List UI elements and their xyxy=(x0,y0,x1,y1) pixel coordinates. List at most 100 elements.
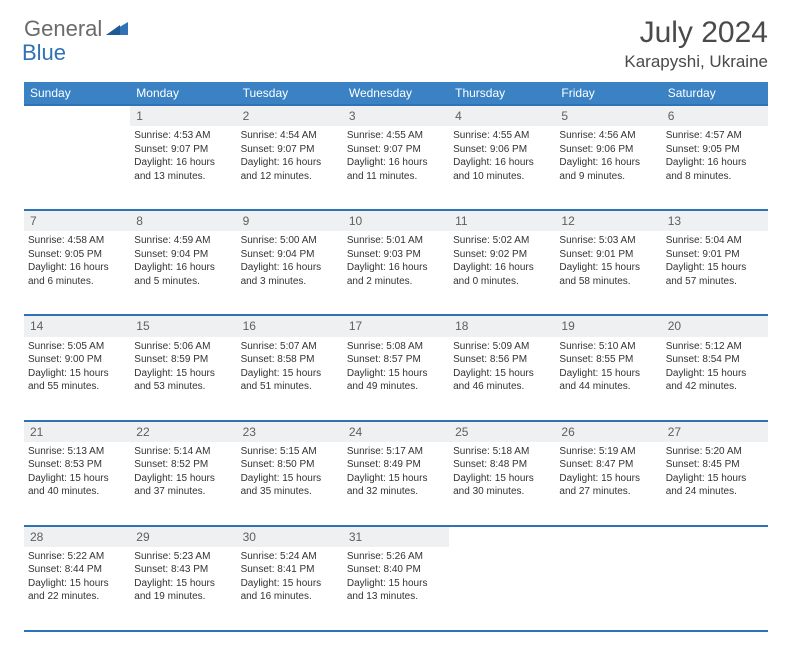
day-set: Sunset: 8:54 PM xyxy=(666,353,764,367)
day-cell: Sunrise: 5:26 AMSunset: 8:40 PMDaylight:… xyxy=(343,547,449,631)
day-dl1: Daylight: 15 hours xyxy=(347,472,445,486)
day-dl2: and 35 minutes. xyxy=(241,485,339,499)
weekday-thursday: Thursday xyxy=(449,82,555,105)
day-dl2: and 22 minutes. xyxy=(28,590,126,604)
day-set: Sunset: 8:50 PM xyxy=(241,458,339,472)
day-set: Sunset: 8:41 PM xyxy=(241,563,339,577)
day-dl1: Daylight: 15 hours xyxy=(453,472,551,486)
day-dl2: and 6 minutes. xyxy=(28,275,126,289)
day-number: 19 xyxy=(555,315,661,336)
day-dl1: Daylight: 15 hours xyxy=(559,367,657,381)
day-number: 23 xyxy=(237,421,343,442)
title-block: July 2024 Karapyshi, Ukraine xyxy=(624,16,768,72)
day-cell: Sunrise: 5:18 AMSunset: 8:48 PMDaylight:… xyxy=(449,442,555,526)
day-cell xyxy=(449,547,555,631)
day-number: 7 xyxy=(24,210,130,231)
day-dl1: Daylight: 16 hours xyxy=(347,156,445,170)
day-dl2: and 42 minutes. xyxy=(666,380,764,394)
day-set: Sunset: 9:03 PM xyxy=(347,248,445,262)
day-set: Sunset: 8:47 PM xyxy=(559,458,657,472)
day-dl1: Daylight: 15 hours xyxy=(28,472,126,486)
day-set: Sunset: 9:02 PM xyxy=(453,248,551,262)
day-dl1: Daylight: 16 hours xyxy=(28,261,126,275)
day-dl1: Daylight: 15 hours xyxy=(666,472,764,486)
day-set: Sunset: 8:40 PM xyxy=(347,563,445,577)
day-sun: Sunrise: 5:00 AM xyxy=(241,234,339,248)
logo-triangle-icon xyxy=(106,19,128,40)
day-number: 8 xyxy=(130,210,236,231)
day-set: Sunset: 9:01 PM xyxy=(666,248,764,262)
day-set: Sunset: 9:06 PM xyxy=(559,143,657,157)
day-sun: Sunrise: 5:02 AM xyxy=(453,234,551,248)
day-sun: Sunrise: 5:07 AM xyxy=(241,340,339,354)
day-set: Sunset: 8:43 PM xyxy=(134,563,232,577)
day-set: Sunset: 8:58 PM xyxy=(241,353,339,367)
day-dl2: and 3 minutes. xyxy=(241,275,339,289)
day-number xyxy=(662,526,768,547)
day-cell: Sunrise: 5:05 AMSunset: 9:00 PMDaylight:… xyxy=(24,337,130,421)
weekday-header-row: Sunday Monday Tuesday Wednesday Thursday… xyxy=(24,82,768,105)
day-dl1: Daylight: 15 hours xyxy=(134,367,232,381)
day-dl2: and 11 minutes. xyxy=(347,170,445,184)
day-sun: Sunrise: 5:14 AM xyxy=(134,445,232,459)
day-number: 5 xyxy=(555,105,661,126)
day-number: 29 xyxy=(130,526,236,547)
day-dl2: and 9 minutes. xyxy=(559,170,657,184)
day-dl2: and 37 minutes. xyxy=(134,485,232,499)
day-number: 27 xyxy=(662,421,768,442)
day-cell: Sunrise: 4:55 AMSunset: 9:07 PMDaylight:… xyxy=(343,126,449,210)
day-number: 17 xyxy=(343,315,449,336)
daynum-row: 21222324252627 xyxy=(24,421,768,442)
day-cell: Sunrise: 5:12 AMSunset: 8:54 PMDaylight:… xyxy=(662,337,768,421)
day-cell: Sunrise: 5:00 AMSunset: 9:04 PMDaylight:… xyxy=(237,231,343,315)
day-set: Sunset: 8:48 PM xyxy=(453,458,551,472)
day-dl1: Daylight: 16 hours xyxy=(347,261,445,275)
day-cell xyxy=(555,547,661,631)
weekday-friday: Friday xyxy=(555,82,661,105)
day-sun: Sunrise: 5:22 AM xyxy=(28,550,126,564)
location: Karapyshi, Ukraine xyxy=(624,52,768,72)
day-sun: Sunrise: 5:13 AM xyxy=(28,445,126,459)
logo-sub: Blue xyxy=(24,40,66,66)
day-cell: Sunrise: 5:20 AMSunset: 8:45 PMDaylight:… xyxy=(662,442,768,526)
day-dl1: Daylight: 16 hours xyxy=(666,156,764,170)
day-number: 20 xyxy=(662,315,768,336)
day-sun: Sunrise: 5:04 AM xyxy=(666,234,764,248)
day-sun: Sunrise: 5:12 AM xyxy=(666,340,764,354)
day-cell: Sunrise: 5:03 AMSunset: 9:01 PMDaylight:… xyxy=(555,231,661,315)
day-dl2: and 12 minutes. xyxy=(241,170,339,184)
day-dl2: and 5 minutes. xyxy=(134,275,232,289)
day-number: 25 xyxy=(449,421,555,442)
day-cell: Sunrise: 5:09 AMSunset: 8:56 PMDaylight:… xyxy=(449,337,555,421)
day-set: Sunset: 8:55 PM xyxy=(559,353,657,367)
day-dl2: and 13 minutes. xyxy=(347,590,445,604)
day-dl1: Daylight: 16 hours xyxy=(241,261,339,275)
day-sun: Sunrise: 5:23 AM xyxy=(134,550,232,564)
day-sun: Sunrise: 5:24 AM xyxy=(241,550,339,564)
day-dl1: Daylight: 15 hours xyxy=(134,577,232,591)
day-dl1: Daylight: 15 hours xyxy=(666,367,764,381)
day-cell: Sunrise: 5:15 AMSunset: 8:50 PMDaylight:… xyxy=(237,442,343,526)
weekday-wednesday: Wednesday xyxy=(343,82,449,105)
day-sun: Sunrise: 4:59 AM xyxy=(134,234,232,248)
day-cell: Sunrise: 5:01 AMSunset: 9:03 PMDaylight:… xyxy=(343,231,449,315)
day-set: Sunset: 9:01 PM xyxy=(559,248,657,262)
day-dl1: Daylight: 16 hours xyxy=(134,156,232,170)
day-set: Sunset: 9:07 PM xyxy=(134,143,232,157)
daynum-row: 28293031 xyxy=(24,526,768,547)
day-dl1: Daylight: 15 hours xyxy=(241,367,339,381)
day-sun: Sunrise: 5:26 AM xyxy=(347,550,445,564)
day-dl2: and 0 minutes. xyxy=(453,275,551,289)
day-dl2: and 55 minutes. xyxy=(28,380,126,394)
header: General July 2024 Karapyshi, Ukraine xyxy=(24,16,768,72)
calendar-table: Sunday Monday Tuesday Wednesday Thursday… xyxy=(24,82,768,632)
day-cell: Sunrise: 5:22 AMSunset: 8:44 PMDaylight:… xyxy=(24,547,130,631)
day-set: Sunset: 9:04 PM xyxy=(241,248,339,262)
day-set: Sunset: 8:49 PM xyxy=(347,458,445,472)
day-dl1: Daylight: 15 hours xyxy=(347,577,445,591)
day-set: Sunset: 8:53 PM xyxy=(28,458,126,472)
day-cell: Sunrise: 5:08 AMSunset: 8:57 PMDaylight:… xyxy=(343,337,449,421)
daynum-row: 123456 xyxy=(24,105,768,126)
day-number: 24 xyxy=(343,421,449,442)
day-number: 11 xyxy=(449,210,555,231)
